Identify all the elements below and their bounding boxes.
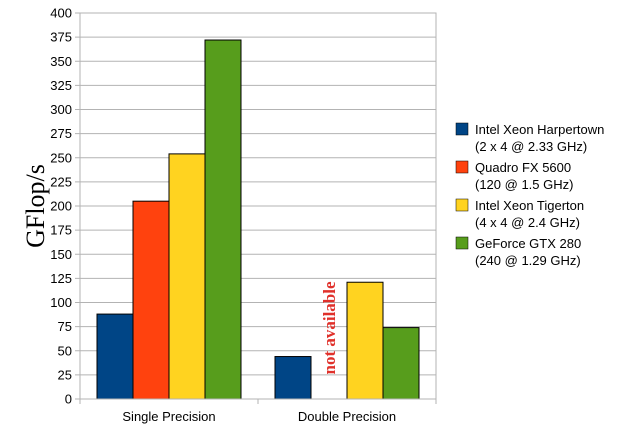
legend-label: Intel Xeon Harpertown <box>475 122 604 137</box>
x-tick-label: Single Precision <box>122 409 215 424</box>
bar <box>96 313 134 400</box>
not-available-label: not available <box>320 281 339 374</box>
y-tick-label: 225 <box>50 174 72 189</box>
legend-swatch <box>455 198 469 212</box>
y-tick-label: 325 <box>50 78 72 93</box>
y-tick-labels: 0 25 50 75 100 125 150 175 200 225 250 275 300 325 350… <box>50 6 72 407</box>
y-tick-label: 125 <box>50 271 72 286</box>
y-tick-label: 250 <box>50 150 72 165</box>
legend-detail: (120 @ 1.5 GHz) <box>475 177 573 192</box>
y-tick-label: 275 <box>50 126 72 141</box>
x-tick-label: Double Precision <box>298 409 396 424</box>
bar <box>132 200 170 400</box>
legend-detail: (2 x 4 @ 2.33 GHz) <box>475 139 587 154</box>
y-tick-label: 375 <box>50 30 72 45</box>
legend-detail: (240 @ 1.29 GHz) <box>475 253 581 268</box>
y-tick-label: 400 <box>50 6 72 21</box>
bar <box>274 356 312 400</box>
legend: Intel Xeon Harpertown (2 x 4 @ 2.33 GHz) Q… <box>455 122 604 268</box>
bar <box>168 153 206 400</box>
y-tick-label: 0 <box>65 392 72 407</box>
legend-label: Quadro FX 5600 <box>475 160 571 175</box>
y-tick-label: 150 <box>50 247 72 262</box>
legend-swatch <box>455 236 469 250</box>
legend-label: GeForce GTX 280 <box>475 236 581 251</box>
annotations: not available <box>320 281 339 374</box>
legend-swatch <box>455 160 469 174</box>
bar <box>204 39 242 400</box>
legend-label: Intel Xeon Tigerton <box>475 198 584 213</box>
y-axis-label: GFlop/s <box>21 164 50 248</box>
bar <box>382 327 420 400</box>
y-tick-label: 25 <box>58 367 72 382</box>
y-tick-label: 50 <box>58 343 72 358</box>
y-tick-label: 100 <box>50 295 72 310</box>
bar <box>346 281 384 400</box>
bars <box>96 39 420 400</box>
legend-detail: (4 x 4 @ 2.4 GHz) <box>475 215 580 230</box>
y-tick-label: 175 <box>50 223 72 238</box>
y-tick-label: 200 <box>50 199 72 214</box>
y-tick-label: 300 <box>50 102 72 117</box>
plot-frame <box>79 12 437 404</box>
x-tick-labels: Single Precision Double Precision <box>122 409 396 424</box>
y-tick-label: 75 <box>58 319 72 334</box>
legend-swatch <box>455 122 469 136</box>
y-tick-label: 350 <box>50 54 72 69</box>
